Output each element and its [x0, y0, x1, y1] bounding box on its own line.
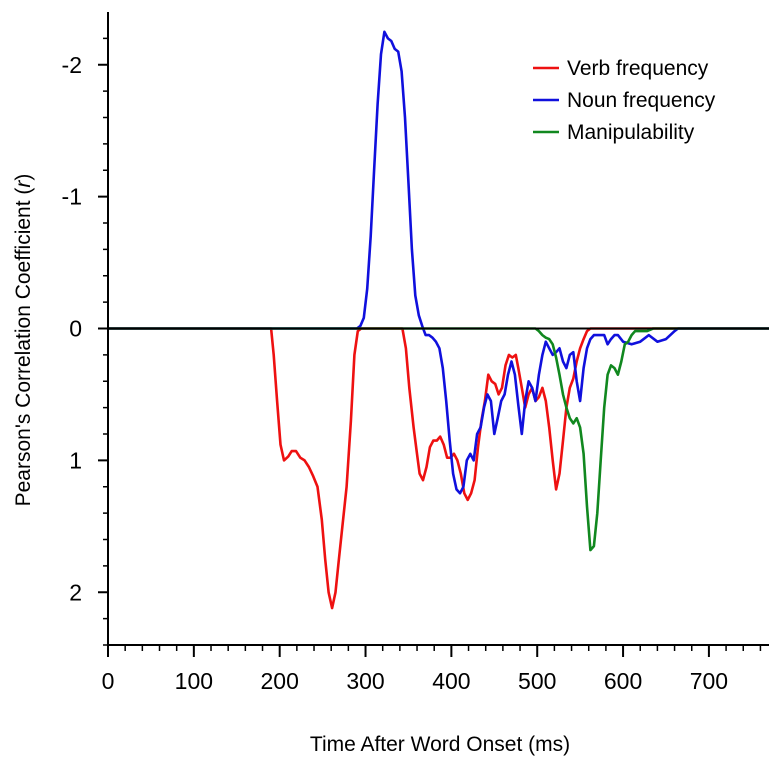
legend-label: Manipulability — [567, 121, 695, 144]
y-tick-label: -2 — [62, 52, 82, 78]
y-tick-label: 2 — [69, 579, 82, 605]
x-tick-label: 100 — [175, 668, 213, 694]
tick-labels: 0 100 200 300 400 500 600 700 -2 -1 0 1 2 — [62, 52, 729, 694]
series-line-noun-frequency — [108, 30, 769, 495]
legend: Verb frequency Noun frequency Manipulabili… — [533, 57, 716, 144]
series-line-manipulability — [108, 327, 769, 552]
x-tick-label: 400 — [432, 668, 470, 694]
x-axis-title: Time After Word Onset (ms) — [310, 733, 570, 756]
y-axis-title: Pearson's Correlation Coefficient (r) — [12, 174, 35, 507]
x-tick-label: 300 — [346, 668, 384, 694]
x-tick-label: 700 — [690, 668, 728, 694]
tick-marks — [98, 37, 762, 657]
y-tick-label: -1 — [62, 184, 82, 210]
legend-label: Verb frequency — [567, 57, 709, 80]
series-line-verb-frequency — [108, 327, 769, 610]
y-tick-label: 0 — [69, 316, 82, 342]
legend-label: Noun frequency — [567, 89, 716, 112]
plot-area — [108, 30, 769, 610]
x-tick-label: 500 — [518, 668, 556, 694]
x-tick-label: 200 — [261, 668, 299, 694]
x-tick-label: 0 — [102, 668, 115, 694]
x-tick-label: 600 — [604, 668, 642, 694]
y-tick-label: 1 — [69, 447, 82, 473]
